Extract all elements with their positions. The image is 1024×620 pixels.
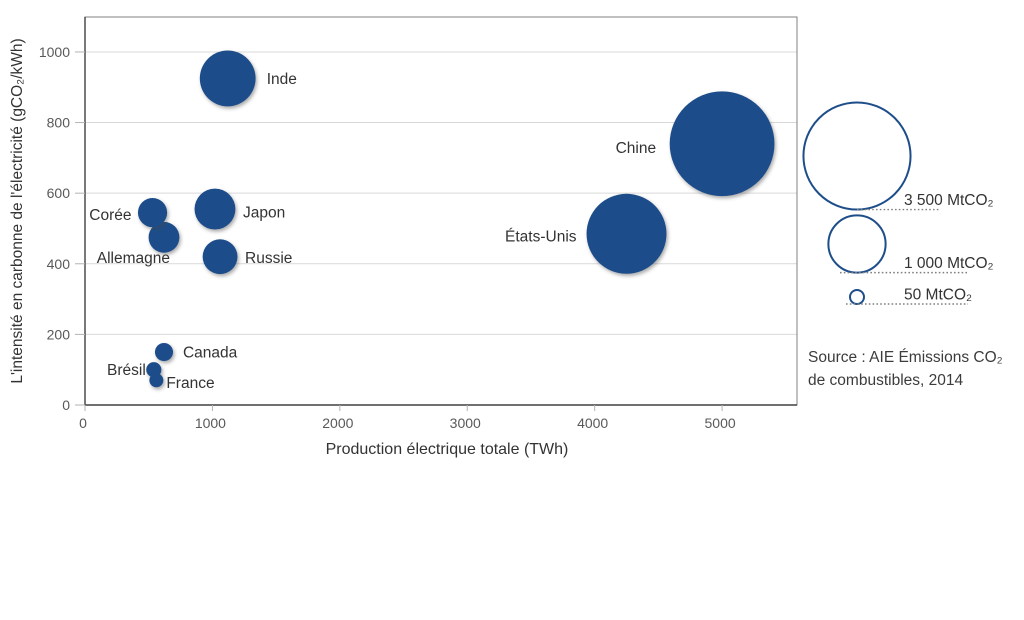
country-label-france: France: [166, 375, 214, 392]
country-label-bresil: Brésil: [107, 362, 146, 379]
country-label-coree: Corée: [89, 207, 131, 224]
bubble-france: [149, 373, 164, 388]
y-tick-label-0: 0: [62, 397, 70, 413]
y-tick-label-1000: 1000: [39, 44, 70, 60]
y-tick-label-200: 200: [47, 326, 71, 342]
y-axis-title: L'intensité en carbonne de l'électricité…: [9, 38, 26, 383]
legend-label-1000: 1 000 MtCO₂: [904, 255, 994, 272]
bubble-chine: [669, 91, 775, 197]
x-tick-label-0: 0: [79, 415, 87, 431]
country-label-japon: Japon: [243, 205, 285, 222]
bubble-etats-unis: [586, 193, 667, 274]
country-label-chine: Chine: [616, 140, 657, 157]
country-label-russie: Russie: [245, 250, 292, 267]
legend-label-50: 50 MtCO₂: [904, 287, 972, 304]
x-tick-label-1000: 1000: [195, 415, 226, 431]
source-text: Source : AIE Émissions CO₂ de combustibl…: [808, 346, 1003, 392]
x-tick-label-2000: 2000: [322, 415, 353, 431]
x-tick-label-3000: 3000: [450, 415, 481, 431]
bubble-russie: [202, 239, 238, 275]
y-tick-label-400: 400: [47, 256, 71, 272]
x-tick-label-4000: 4000: [577, 415, 608, 431]
country-label-etats-unis: États-Unis: [505, 228, 577, 245]
bubble-allemagne: [148, 221, 180, 253]
bubble-canada: [154, 342, 174, 362]
legend-label-3500: 3 500 MtCO₂: [904, 192, 994, 209]
y-tick-label-800: 800: [47, 115, 71, 131]
x-axis-title: Production électrique totale (TWh): [326, 441, 569, 458]
country-label-allemagne: Allemagne: [97, 250, 170, 267]
y-tick-label-600: 600: [47, 185, 71, 201]
legend-circle-3500: [802, 101, 912, 211]
country-label-inde: Inde: [267, 71, 297, 88]
x-tick-label-5000: 5000: [705, 415, 736, 431]
legend-circle-1000: [827, 214, 887, 274]
source-line-2: de combustibles, 2014: [808, 372, 964, 389]
bubble-japon: [194, 188, 236, 230]
legend-circle-50: [849, 289, 865, 305]
source-line-1: Source : AIE Émissions CO₂: [808, 349, 1003, 366]
country-label-canada: Canada: [183, 345, 238, 362]
bubble-inde: [199, 50, 256, 107]
bubble-coree: [137, 197, 168, 228]
